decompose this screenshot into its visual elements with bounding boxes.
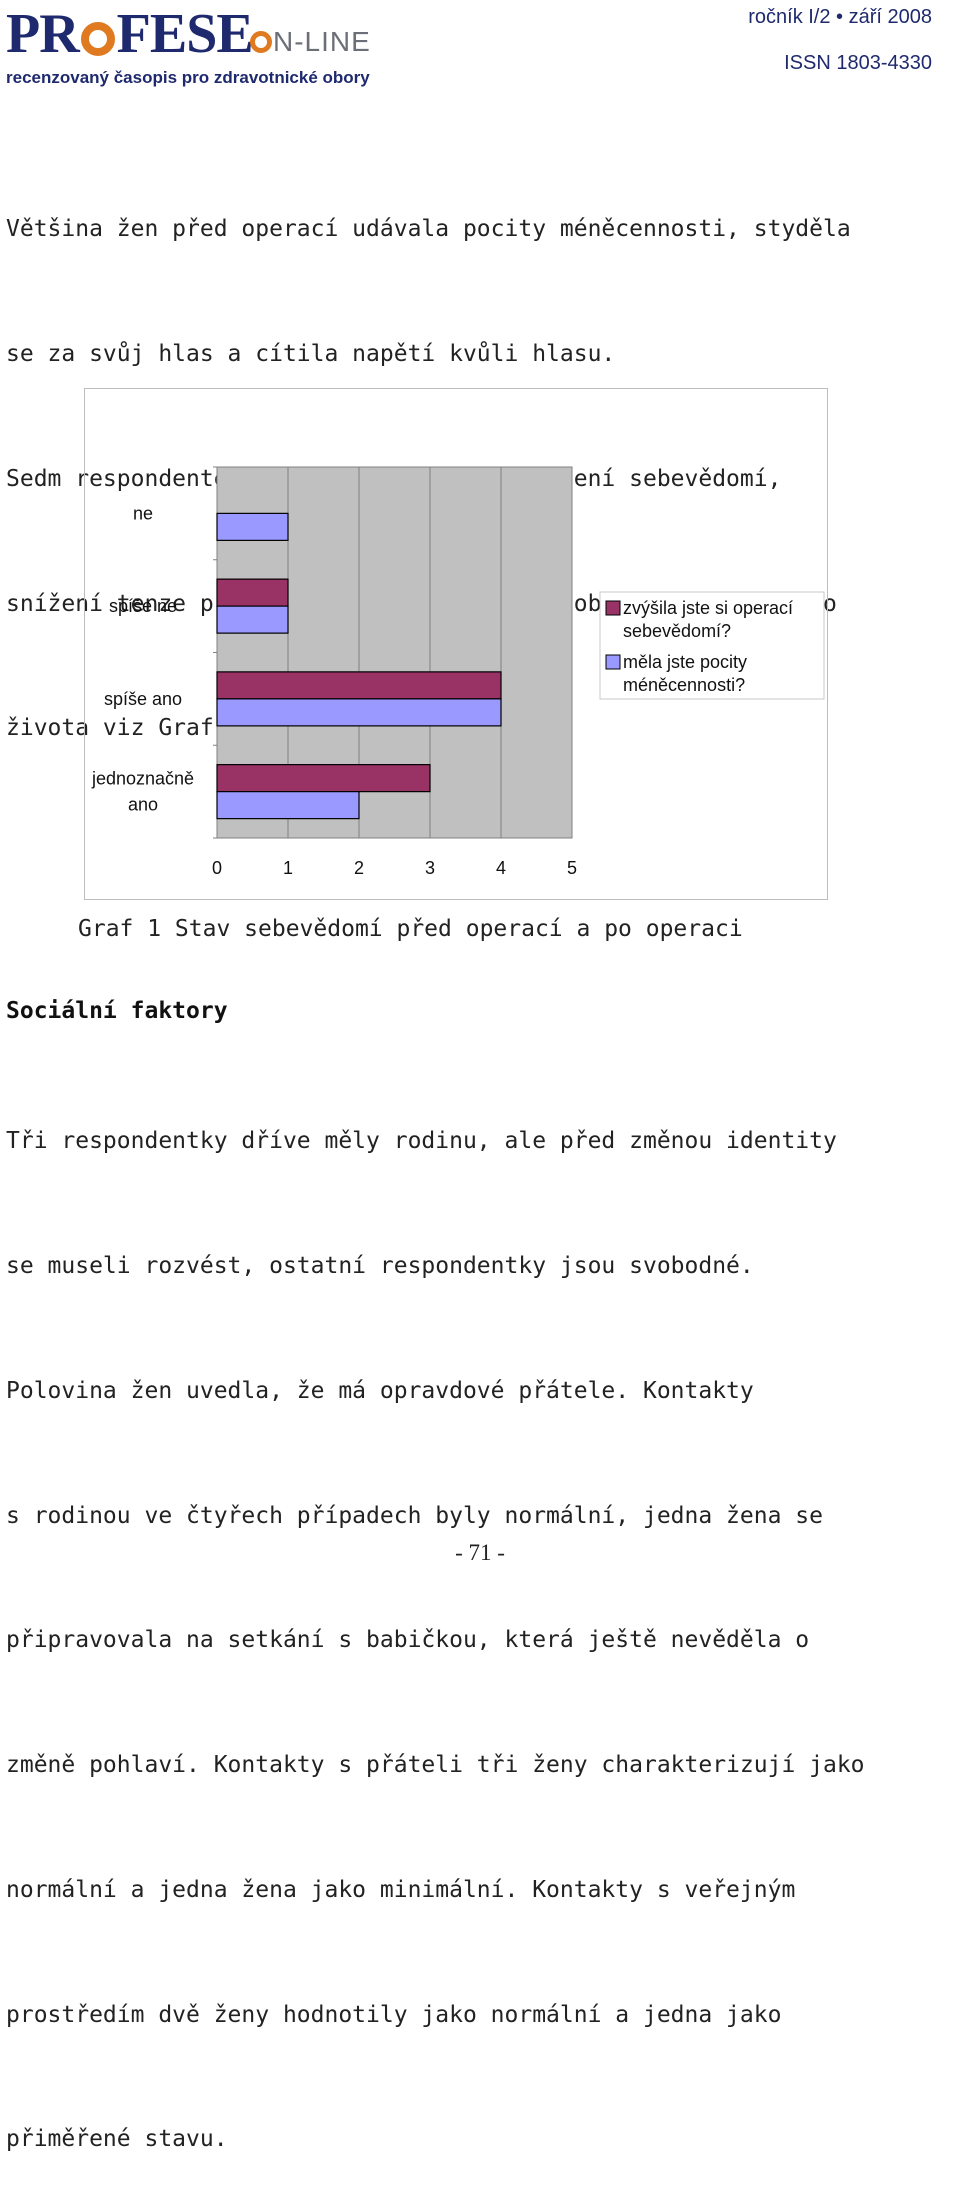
- text-line: s rodinou ve čtyřech případech byly norm…: [6, 1502, 823, 1529]
- category-label: spíše ano: [104, 689, 182, 709]
- legend-label: méněcennosti?: [623, 675, 745, 695]
- text-line: Tři respondentky dříve měly rodinu, ale …: [6, 1128, 837, 1155]
- bar: [216, 605, 289, 634]
- category-label: spíše ne: [109, 596, 177, 616]
- bar: [216, 671, 502, 700]
- logo-o-ring-small: [250, 31, 272, 53]
- logo-wordmark: PR FESE: [6, 3, 254, 65]
- legend-label: měla jste pocity: [623, 652, 747, 672]
- category-label: jednoznačně: [91, 769, 194, 789]
- category-label: ne: [133, 503, 153, 523]
- bar: [216, 764, 431, 793]
- bar: [216, 791, 360, 820]
- issn-info: ISSN 1803-4330: [784, 52, 932, 74]
- bar-chart: jednoznačně ano spíše ano spíše ne ne 0 1 2 3 4 5 z…: [91, 466, 825, 878]
- text-line: Většina žen před operací udávala pocity …: [6, 216, 851, 243]
- x-tick-label: 0: [212, 858, 222, 878]
- bar: [216, 698, 502, 727]
- text-line: přiměřené stavu.: [6, 2126, 228, 2153]
- legend-box: [599, 591, 825, 700]
- text-line: připravovala na setkání s babičkou, kter…: [6, 1627, 810, 1654]
- bar: [216, 578, 289, 607]
- page-number: - 71 -: [455, 1540, 505, 1565]
- legend-swatch: [605, 654, 621, 670]
- text-line: se museli rozvést, ostatní respondentky …: [6, 1252, 754, 1279]
- logo-online: N-LINE: [250, 26, 371, 58]
- bar: [216, 512, 289, 541]
- issue-info: ročník I/2 • září 2008: [748, 6, 932, 28]
- x-tick-label: 3: [425, 858, 435, 878]
- text-line: změně pohlaví. Kontakty s přáteli tři že…: [6, 1752, 865, 1779]
- x-tick-label: 1: [283, 858, 293, 878]
- paragraph-social: Tři respondentky dříve měly rodinu, ale …: [6, 1038, 865, 2203]
- text-line: prostředím dvě ženy hodnotily jako normá…: [6, 2001, 782, 2028]
- x-tick-label: 2: [354, 858, 364, 878]
- journal-logo: PR FESE N-LINE recenzovaný časopis pro zd…: [6, 4, 378, 92]
- legend-swatch: [605, 600, 621, 616]
- text-line: normální a jedna žena jako minimální. Ko…: [6, 1876, 796, 1903]
- logo-o-ring: [80, 22, 115, 56]
- chart-frame: jednoznačně ano spíše ano spíše ne ne 0 1 2 3 4 5 z…: [84, 388, 828, 900]
- x-tick-label: 5: [567, 858, 577, 878]
- x-tick-label: 4: [496, 858, 506, 878]
- legend-label: zvýšila jste si operací: [623, 598, 793, 618]
- logo-tagline: recenzovaný časopis pro zdravotnické obo…: [6, 68, 370, 87]
- legend-label: sebevědomí?: [623, 621, 731, 641]
- text-line: se za svůj hlas a cítila napětí kvůli hl…: [6, 340, 616, 367]
- text-line: Polovina žen uvedla, že má opravdové přá…: [6, 1377, 754, 1404]
- section-heading: Sociální faktory: [6, 998, 228, 1024]
- category-label: ano: [128, 795, 158, 815]
- figure-caption: Graf 1 Stav sebevědomí před operací a po…: [78, 916, 743, 942]
